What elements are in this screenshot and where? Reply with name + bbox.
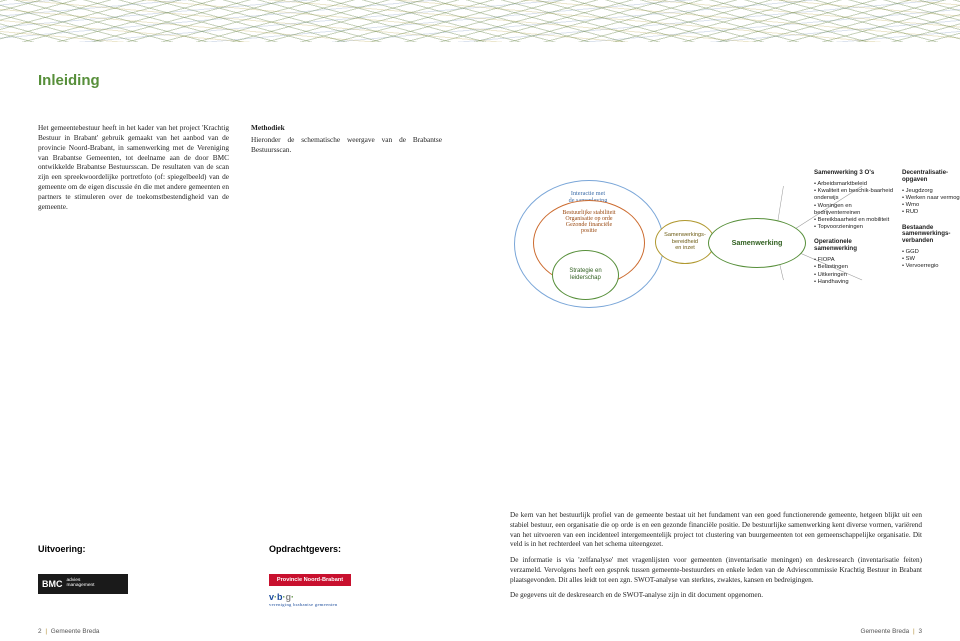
list-item: Topvoorzieningen [814,224,894,231]
methodiek-text: Hieronder de schematische weergave van d… [251,135,442,155]
bottom-left-section: Uitvoering: BMC advies management Opdrac… [38,544,440,607]
label-inner: Strategie en leiderschap [569,268,601,282]
list-item: FIOPA [814,257,894,264]
vbg-sub: vereniging brabantse gemeenten [269,602,440,607]
list-item: Arbeidsmarktbeleid [814,181,894,188]
footer-right-text: Gemeente Breda [861,628,910,635]
list-item: Vervoerregio [902,263,960,270]
footer-sep-icon: | [911,628,917,635]
diagram: Interactie met de samenleving Bestuurlij… [510,150,930,350]
diagram-col-2: Decentralisatie-​opgaven Jeugdzorg Werke… [902,170,960,279]
uitvoering-label: Uitvoering: [38,544,209,554]
list-item: Werken naar vermogen [902,195,960,202]
list-item: Wmo [902,202,960,209]
list-item: RUD [902,209,960,216]
bottom-right-text: De kern van het bestuurlijk profiel van … [510,511,922,607]
ellipse-bridge: Samenwerkings- bereidheid en inzet [655,220,715,264]
footer-sep-icon: | [43,628,49,635]
col1-h1: Samenwerking 3 O's [814,170,894,177]
list-item: SW [902,256,960,263]
intro-columns: Het gemeentebestuur heeft in het kader v… [38,123,442,212]
col1-list1: Arbeidsmarktbeleid Kwaliteit en beschik-… [814,181,894,232]
list-item: Kwaliteit en beschik-​baarheid onderwijs [814,188,894,202]
label-mid: Bestuurlijke stabiliteit Organisatie op … [550,210,628,234]
page-left: Inleiding Het gemeentebestuur heeft in h… [0,42,480,641]
list-item: Handhaving [814,279,894,286]
opdrachtgevers-label: Opdrachtgevers: [269,544,440,554]
methodiek-label: Methodiek [251,123,442,133]
label-samenwerking: Samenwerking [732,239,783,248]
diagram-col-1: Samenwerking 3 O's Arbeidsmarktbeleid Kw… [814,170,894,294]
intro-col-1: Het gemeentebestuur heeft in het kader v… [38,123,229,212]
footer-left: 2 | Gemeente Breda [38,628,99,635]
list-item: GGD [902,249,960,256]
col2-h1: Decentralisatie-​opgaven [902,170,960,184]
list-item: Woningen en bedrijventerreinen [814,203,894,217]
list-item: Bereikbaarheid en mobiliteit [814,217,894,224]
col2-list1: Jeugdzorg Werken naar vermogen Wmo RUD [902,188,960,217]
vbg-logo: v·b·g· [269,592,440,602]
header-pattern [0,0,960,42]
list-item: Belastingen [814,264,894,271]
page-title: Inleiding [38,72,442,89]
footer-left-text: Gemeente Breda [51,628,100,635]
list-item: Jeugdzorg [902,188,960,195]
col2-h2: Bestaande samenwerkings-​verbanden [902,225,960,245]
footer-left-num: 2 [38,628,42,635]
mid-line-3: positie [550,228,628,234]
bottom-p3: De gegevens uit de deskresearch en de SW… [510,591,922,601]
list-item: Uitkeringen [814,272,894,279]
opdrachtgevers-block: Opdrachtgevers: Provincie Noord-Brabant … [269,544,440,607]
footer-right: Gemeente Breda | 3 [861,628,922,635]
ellipse-samenwerking: Samenwerking [708,218,806,268]
ellipse-inner: Strategie en leiderschap [552,250,619,300]
bmc-text: BMC [42,579,63,589]
page-spread: Inleiding Het gemeentebestuur heeft in h… [0,42,960,641]
intro-col-2: Methodiek Hieronder de schematische weer… [251,123,442,212]
uitvoering-block: Uitvoering: BMC advies management [38,544,209,607]
bmc-logo: BMC advies management [38,574,128,594]
bmc-sub: advies management [67,579,95,589]
label-bridge: Samenwerkings- bereidheid en inzet [664,232,706,252]
bottom-p1: De kern van het bestuurlijk profiel van … [510,511,922,550]
col2-list2: GGD SW Vervoerregio [902,249,960,271]
col1-list2: FIOPA Belastingen Uitkeringen Handhaving [814,257,894,286]
bottom-p2: De informatie is via 'zelfanalyse' met v… [510,556,922,585]
pnb-logo: Provincie Noord-Brabant [269,574,351,586]
footer-right-num: 3 [918,628,922,635]
col1-h2: Operationele samenwerking [814,239,894,253]
page-right: Interactie met de samenleving Bestuurlij… [480,42,960,641]
